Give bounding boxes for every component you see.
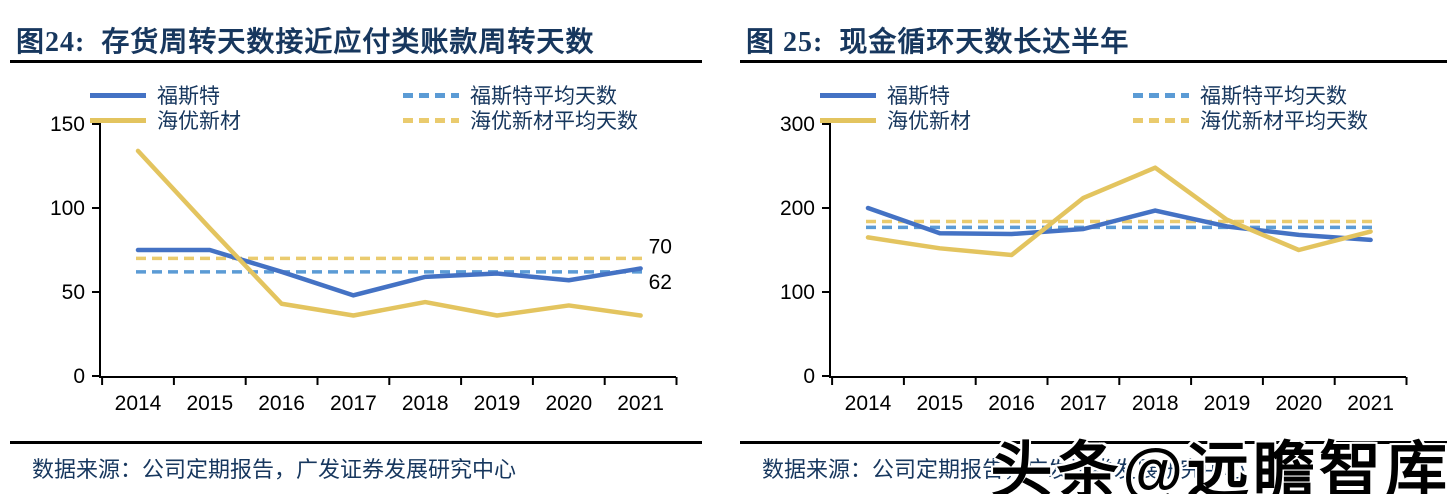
foster-avg-line-swatch — [403, 92, 459, 98]
legend-label-haiyou: 海优新材 — [157, 109, 241, 133]
y-tick-label: 0 — [73, 365, 85, 388]
x-tick-label: 2016 — [988, 392, 1035, 415]
figure-24-label: 图24: — [16, 27, 86, 58]
end-value-label-1: 62 — [649, 271, 672, 294]
legend-item-haiyou: 海优新材 — [820, 105, 971, 135]
x-tick-label: 2020 — [545, 392, 592, 415]
x-tick-label: 2021 — [1347, 392, 1394, 415]
legend-item-haiyou-avg: 海优新材平均天数 — [403, 105, 638, 135]
y-tick-label: 150 — [50, 113, 85, 136]
foster-avg-line-swatch — [1133, 92, 1189, 98]
y-tick-label: 100 — [50, 197, 85, 220]
legend-label-foster-avg: 福斯特平均天数 — [1200, 84, 1347, 108]
x-tick-label: 2014 — [845, 392, 892, 415]
x-tick-label: 2018 — [1132, 392, 1179, 415]
y-tick-label: 200 — [780, 197, 815, 220]
haiyou-avg-line-swatch — [1133, 117, 1189, 123]
legend-label-haiyou: 海优新材 — [887, 109, 971, 133]
figure-25-chart: 0 100 200 300 2014 2015 2016 2017 2018 2019 2020 20… — [740, 64, 1447, 440]
figure-25-title-text: 现金循环天数长达半年 — [839, 27, 1130, 58]
x-tick-label: 2017 — [1060, 392, 1107, 415]
x-tick-label: 2020 — [1275, 392, 1322, 415]
x-tick-label: 2019 — [474, 392, 521, 415]
bottom-divider — [10, 441, 702, 444]
series-line-1 — [135, 148, 643, 318]
legend-item-haiyou-avg: 海优新材平均天数 — [1133, 105, 1368, 135]
figure-25-title: 图 25: 现金循环天数长达半年 — [746, 20, 1129, 60]
y-tick-label: 300 — [780, 113, 815, 136]
title-divider — [10, 60, 702, 63]
legend-item-foster-avg: 福斯特平均天数 — [403, 80, 617, 110]
figure-24-chart: 0 50 100 150 2014 2015 2016 2017 2018 2019 2020 202… — [10, 64, 702, 440]
figure-24-source: 数据来源：公司定期报告，广发证券发展研究中心 — [32, 457, 517, 482]
series-line-0 — [865, 205, 1373, 243]
figure-24-title: 图24: 存货周转天数接近应付类账款周转天数 — [16, 20, 594, 60]
watermark-text: 头条@远瞻智库 — [990, 437, 1451, 494]
x-tick-label: 2017 — [330, 392, 377, 415]
x-tick-label: 2015 — [186, 392, 233, 415]
foster-line-swatch — [90, 92, 146, 98]
legend-item-haiyou: 海优新材 — [90, 105, 241, 135]
legend-item-foster: 福斯特 — [820, 80, 950, 110]
x-tick-label: 2015 — [916, 392, 963, 415]
x-tick-label: 2016 — [258, 392, 305, 415]
haiyou-line-swatch — [820, 117, 876, 123]
legend-item-foster-avg: 福斯特平均天数 — [1133, 80, 1347, 110]
x-tick-label: 2018 — [402, 392, 449, 415]
y-tick-label: 0 — [803, 365, 815, 388]
legend-label-foster-avg: 福斯特平均天数 — [470, 84, 617, 108]
figure-24-chart-canvas: 0 50 100 150 2014 2015 2016 2017 2018 2019 2020 202… — [50, 113, 678, 415]
figure-24-title-text: 存货周转天数接近应付类账款周转天数 — [101, 27, 595, 58]
title-divider — [740, 60, 1447, 63]
haiyou-avg-line-swatch — [403, 117, 459, 123]
legend-label-haiyou-avg: 海优新材平均天数 — [1200, 109, 1368, 133]
end-value-label-0: 70 — [649, 235, 672, 258]
series-line-1 — [865, 165, 1373, 258]
foster-line-swatch — [820, 92, 876, 98]
x-tick-label: 2014 — [115, 392, 162, 415]
haiyou-line-swatch — [90, 117, 146, 123]
y-tick-label: 100 — [780, 281, 815, 304]
legend-label-foster: 福斯特 — [157, 84, 220, 108]
bottom-divider — [740, 441, 1447, 444]
x-tick-label: 2019 — [1204, 392, 1251, 415]
legend-label-haiyou-avg: 海优新材平均天数 — [470, 109, 638, 133]
x-tick-label: 2021 — [617, 392, 664, 415]
figure-24-panel: 图24: 存货周转天数接近应付类账款周转天数 0 50 100 150 2014 2015 2… — [10, 0, 702, 494]
y-tick-label: 50 — [62, 281, 85, 304]
legend-label-foster: 福斯特 — [887, 84, 950, 108]
figure-25-chart-canvas: 0 100 200 300 2014 2015 2016 2017 2018 2019 2020 20… — [780, 113, 1408, 415]
figure-25-source: 数据来源：公司定期报告，广发证券发展研究中心 — [762, 457, 1247, 482]
legend-item-foster: 福斯特 — [90, 80, 220, 110]
series-line-0 — [135, 247, 643, 298]
figure-25-label: 图 25: — [746, 27, 824, 58]
figure-25-panel: 图 25: 现金循环天数长达半年 0 100 200 300 2014 2015 2016 20… — [740, 0, 1447, 494]
